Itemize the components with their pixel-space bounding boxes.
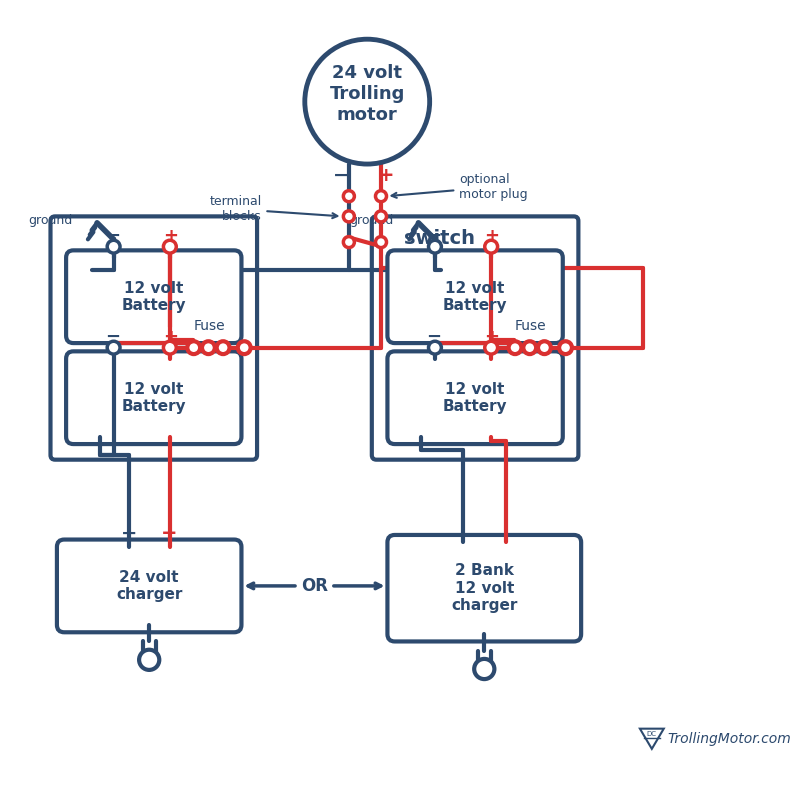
- Circle shape: [485, 240, 498, 253]
- Text: 12 volt
Battery: 12 volt Battery: [122, 281, 186, 313]
- Circle shape: [523, 342, 536, 354]
- Text: 12 volt
Battery: 12 volt Battery: [442, 382, 507, 414]
- FancyBboxPatch shape: [387, 535, 581, 642]
- Text: +: +: [163, 227, 178, 245]
- Circle shape: [163, 240, 176, 253]
- Text: +: +: [485, 227, 499, 245]
- Circle shape: [429, 342, 442, 354]
- Circle shape: [375, 190, 386, 202]
- Text: +: +: [378, 166, 394, 185]
- Text: Fuse: Fuse: [194, 319, 225, 333]
- Circle shape: [375, 237, 386, 247]
- FancyBboxPatch shape: [387, 250, 562, 343]
- Polygon shape: [640, 729, 664, 749]
- Circle shape: [187, 342, 200, 354]
- Text: −: −: [105, 328, 120, 346]
- Text: 24 volt
Trolling
motor: 24 volt Trolling motor: [330, 65, 405, 124]
- Circle shape: [163, 342, 176, 354]
- Text: −: −: [334, 166, 350, 185]
- Circle shape: [343, 211, 354, 222]
- Circle shape: [375, 211, 386, 222]
- Circle shape: [107, 342, 120, 354]
- Circle shape: [202, 342, 215, 354]
- Circle shape: [217, 342, 230, 354]
- Text: TrollingMotor.com: TrollingMotor.com: [667, 732, 791, 746]
- Circle shape: [139, 650, 159, 670]
- Text: Fuse: Fuse: [515, 319, 546, 333]
- Circle shape: [429, 240, 442, 253]
- Ellipse shape: [305, 39, 430, 164]
- Text: −: −: [426, 328, 442, 346]
- FancyBboxPatch shape: [387, 351, 562, 444]
- Text: optional
motor plug: optional motor plug: [391, 173, 528, 201]
- FancyBboxPatch shape: [66, 250, 242, 343]
- Text: +: +: [485, 328, 499, 346]
- Circle shape: [559, 342, 572, 354]
- Text: terminal
blocks: terminal blocks: [210, 195, 338, 223]
- Text: ground: ground: [28, 214, 72, 227]
- Text: ground: ground: [350, 214, 394, 227]
- Text: −: −: [105, 227, 120, 245]
- Text: +: +: [163, 328, 178, 346]
- Circle shape: [485, 342, 498, 354]
- Text: OR: OR: [301, 577, 328, 595]
- Text: −: −: [426, 227, 442, 245]
- Text: 24 volt
charger: 24 volt charger: [116, 570, 182, 602]
- FancyBboxPatch shape: [57, 539, 242, 632]
- Text: switch: switch: [404, 229, 475, 248]
- Text: −: −: [121, 524, 137, 543]
- Text: DC: DC: [647, 731, 657, 737]
- FancyBboxPatch shape: [66, 351, 242, 444]
- Circle shape: [238, 342, 250, 354]
- Text: 2 Bank
12 volt
charger: 2 Bank 12 volt charger: [451, 563, 518, 613]
- Circle shape: [538, 342, 551, 354]
- Circle shape: [343, 237, 354, 247]
- Text: +: +: [162, 524, 178, 543]
- Circle shape: [107, 240, 120, 253]
- Circle shape: [474, 659, 494, 679]
- Text: 12 volt
Battery: 12 volt Battery: [442, 281, 507, 313]
- Circle shape: [343, 190, 354, 202]
- Text: 12 volt
Battery: 12 volt Battery: [122, 382, 186, 414]
- Circle shape: [509, 342, 522, 354]
